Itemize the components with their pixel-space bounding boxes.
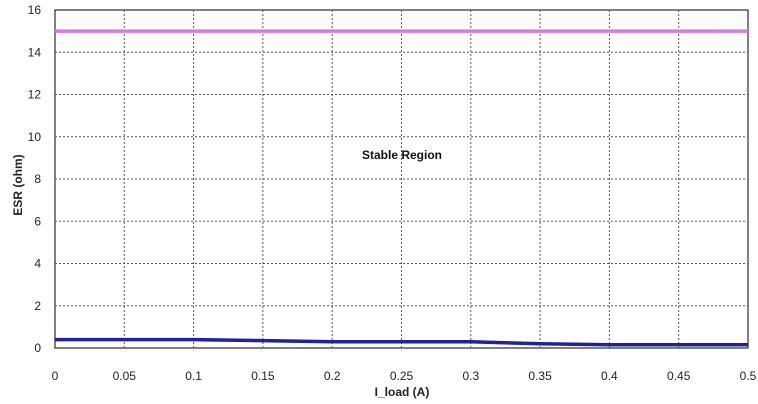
x-tick-label: 0.45 [667, 369, 691, 383]
x-tick-label: 0.15 [251, 369, 275, 383]
y-tick-label: 6 [34, 214, 41, 228]
y-tick-label: 0 [34, 341, 41, 355]
x-tick-label: 0.1 [185, 369, 202, 383]
x-tick-label: 0.3 [462, 369, 479, 383]
x-tick-label: 0.35 [528, 369, 552, 383]
grid [55, 10, 748, 348]
y-tick-label: 4 [34, 257, 41, 271]
x-tick-label: 0 [52, 369, 59, 383]
series-line-2 [55, 337, 748, 347]
y-tick-label: 2 [34, 299, 41, 313]
x-tick-label: 0.4 [601, 369, 618, 383]
x-axis-title: I_load (A) [375, 385, 430, 399]
x-tick-label: 0.05 [113, 369, 137, 383]
x-tick-label: 0.5 [740, 369, 757, 383]
y-tick-label: 8 [34, 172, 41, 186]
y-tick-labels: 0 2 4 6 8 10 12 14 16 [28, 3, 42, 355]
series-layer [55, 29, 748, 347]
y-tick-label: 10 [28, 130, 42, 144]
stable-region-annotation: Stable Region [362, 148, 442, 162]
y-tick-label: 16 [28, 3, 42, 17]
y-tick-label: 12 [28, 88, 42, 102]
y-tick-label: 14 [28, 45, 42, 59]
x-tick-label: 0.25 [390, 369, 414, 383]
x-tick-label: 0.2 [324, 369, 341, 383]
y-axis-title: ESR (ohm) [11, 154, 25, 215]
x-tick-labels: 0 0.05 0.1 0.15 0.2 0.25 0.3 0.35 0.4 0.45 0.5 [52, 369, 757, 383]
